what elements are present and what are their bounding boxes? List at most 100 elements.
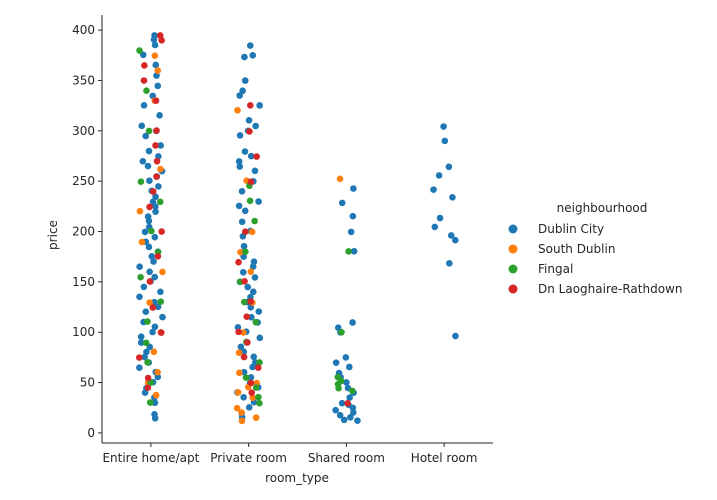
data-point [248,228,256,236]
data-point [242,248,249,255]
data-point [151,399,159,407]
data-point [349,387,356,395]
x-axis-label: room_type [265,471,329,485]
data-point [332,406,339,414]
data-point [241,53,248,61]
data-point [236,163,244,170]
data-point [349,212,357,220]
data-point [151,273,159,281]
data-point [247,101,254,109]
data-point [247,178,255,186]
data-point [152,203,159,210]
data-point [136,207,144,215]
data-point [136,263,143,270]
data-point [244,283,252,291]
data-point [144,374,152,382]
data-point [251,217,258,225]
data-point [235,349,243,357]
data-point [241,77,249,84]
data-point [157,298,165,305]
data-point [247,268,255,276]
data-point [139,51,147,59]
data-point [241,298,248,306]
data-point [249,394,257,402]
data-point [350,247,358,255]
data-point [238,417,246,425]
data-point [234,106,241,114]
data-point [141,62,148,69]
data-point [136,293,143,301]
data-point [452,332,459,340]
data-point [154,368,161,376]
data-point [236,132,244,139]
data-point [241,277,248,285]
data-point [152,391,160,399]
data-point [151,298,158,306]
data-point [154,373,162,381]
data-point [336,411,344,419]
data-point [236,92,243,99]
data-point [347,414,354,421]
data-point [142,339,150,347]
data-point [137,339,145,346]
data-point [157,329,165,336]
data-point [159,313,166,321]
data-point [247,152,255,160]
data-point [250,353,258,361]
data-point [150,348,158,356]
data-point [240,393,247,401]
data-point [140,283,148,291]
x-tick-label: Private room [210,451,287,465]
data-point [146,177,153,185]
data-point [239,87,246,95]
data-point [241,148,249,155]
y-tick-label: 400 [72,23,95,37]
data-point [150,36,158,43]
data-point [138,122,146,130]
data-point [238,218,246,226]
data-point [154,67,162,74]
data-point [154,303,162,311]
data-point [146,278,154,285]
y-tick-label: 200 [72,225,95,239]
data-point [254,364,262,371]
data-point [247,374,255,381]
data-point [249,363,256,371]
data-point [159,268,166,276]
data-point [242,228,249,236]
data-point [151,52,159,60]
data-point [152,142,159,149]
data-point [235,158,243,165]
data-point [252,384,260,391]
data-point [137,178,145,186]
data-point [256,399,263,407]
data-point [154,82,162,90]
data-point [338,399,346,407]
data-point [156,198,164,206]
legend-entry-label: South Dublin [538,242,615,256]
data-point [139,157,147,165]
data-point [354,417,361,424]
data-point [238,187,246,195]
data-point [153,173,160,180]
data-point [145,147,153,155]
data-point [149,188,157,195]
data-point [247,298,254,305]
data-point [146,203,153,211]
data-point [449,193,456,201]
data-point [340,416,348,424]
data-point [251,274,259,281]
data-point [152,208,159,215]
data-point [242,374,250,381]
data-point [135,354,143,361]
data-points [135,32,459,425]
data-point [152,97,160,104]
y-tick-label: 50 [80,376,95,390]
data-point [241,207,249,215]
data-point [146,268,153,276]
data-point [255,393,262,401]
data-point [155,183,162,190]
data-point [149,304,157,311]
data-point [349,319,356,326]
